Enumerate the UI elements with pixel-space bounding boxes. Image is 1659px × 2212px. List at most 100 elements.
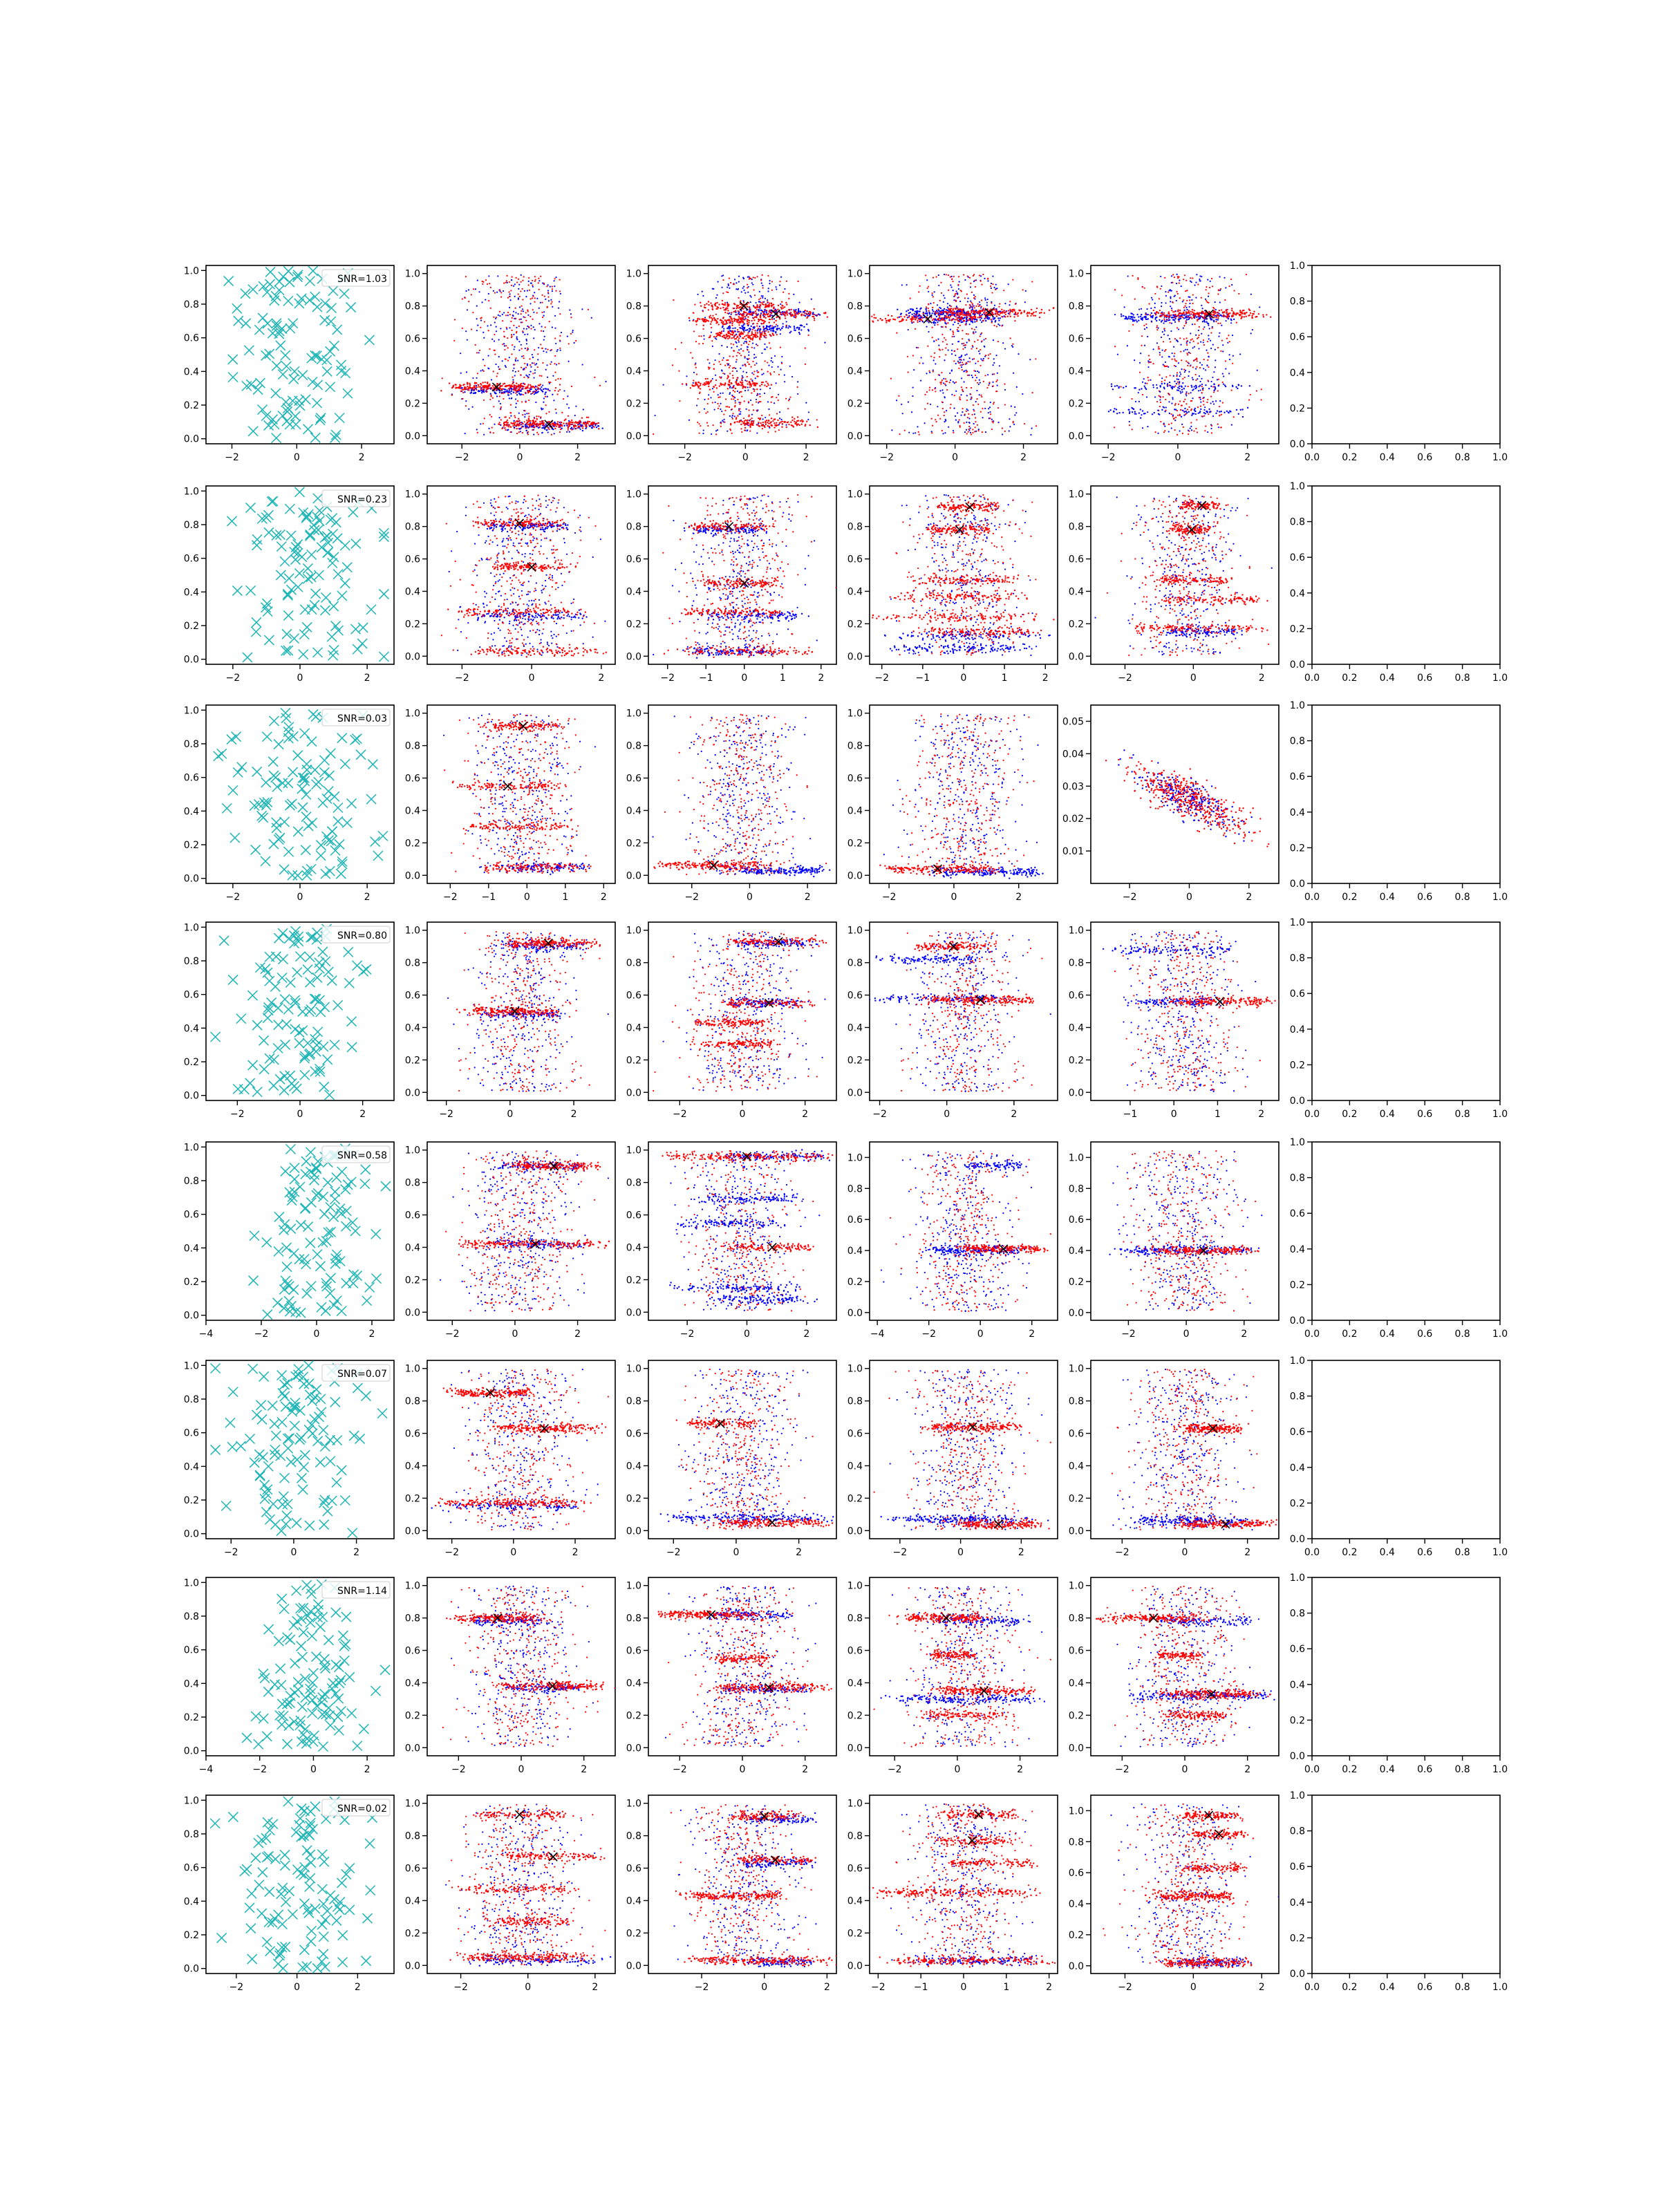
point [959,362,962,364]
point [487,330,489,332]
panel-r1-c2: −2 0 20.00.20.40.60.81.0 [405,265,616,463]
point [530,282,533,284]
point [1035,358,1037,360]
point [721,299,724,302]
point [758,299,760,301]
point [988,317,991,319]
point [505,315,507,317]
point [462,391,465,393]
point [945,309,948,311]
point [552,375,554,377]
point [499,402,501,405]
point [762,326,765,328]
point [930,317,932,319]
point [995,391,997,393]
point [514,359,516,361]
point [508,291,510,293]
point [554,379,557,381]
point [927,345,929,347]
point [1191,386,1193,388]
point [1191,377,1193,379]
point [704,398,706,401]
point [526,349,528,351]
point [1163,406,1165,409]
point [955,314,958,316]
point [459,387,461,389]
point [796,424,798,427]
point [717,306,720,309]
point [787,309,790,311]
point [729,393,731,395]
point [997,340,999,343]
point [1179,375,1181,377]
point [732,377,734,379]
point [917,426,919,428]
point [962,342,965,344]
point [992,364,994,366]
point [966,341,968,344]
point [1020,312,1022,314]
point [754,334,756,336]
point [1030,433,1032,436]
point [973,370,975,372]
point [476,431,478,433]
point [502,383,505,385]
point [537,384,540,386]
point [1172,281,1174,283]
point [1165,291,1167,293]
point [516,330,518,332]
point [1202,328,1204,330]
point [731,387,733,389]
point [515,406,517,409]
point [518,424,520,427]
point [948,308,950,310]
point [1228,373,1230,375]
point [525,328,527,330]
point [959,308,961,310]
point [794,312,796,315]
point [487,384,490,386]
point [999,303,1001,305]
point [749,294,751,297]
point [574,414,576,417]
point [940,383,942,385]
point [1164,361,1166,363]
point [554,387,557,389]
point [729,287,731,289]
point [567,415,570,417]
point [743,289,745,291]
point [762,287,764,289]
point [693,371,695,373]
point [765,381,767,383]
point [536,363,538,365]
point [995,283,997,285]
sample-marker [326,316,337,327]
point [919,320,921,323]
point [1040,312,1042,314]
point [466,309,469,311]
point [554,278,556,280]
point [512,382,514,385]
point [503,382,506,385]
point [724,302,727,304]
point [742,328,745,330]
point [1179,430,1181,432]
sample-marker [265,266,276,277]
point [510,284,513,286]
point [1217,390,1219,392]
point [765,317,767,319]
point [465,330,467,332]
point [1194,368,1197,370]
point [919,319,922,321]
point [965,318,968,320]
point [1160,336,1163,339]
point [766,346,768,348]
point [936,304,939,306]
point [970,300,972,302]
point [717,394,719,396]
point [518,288,520,290]
point [759,388,762,391]
point [1156,401,1159,403]
point [1179,373,1182,375]
point [722,324,724,326]
